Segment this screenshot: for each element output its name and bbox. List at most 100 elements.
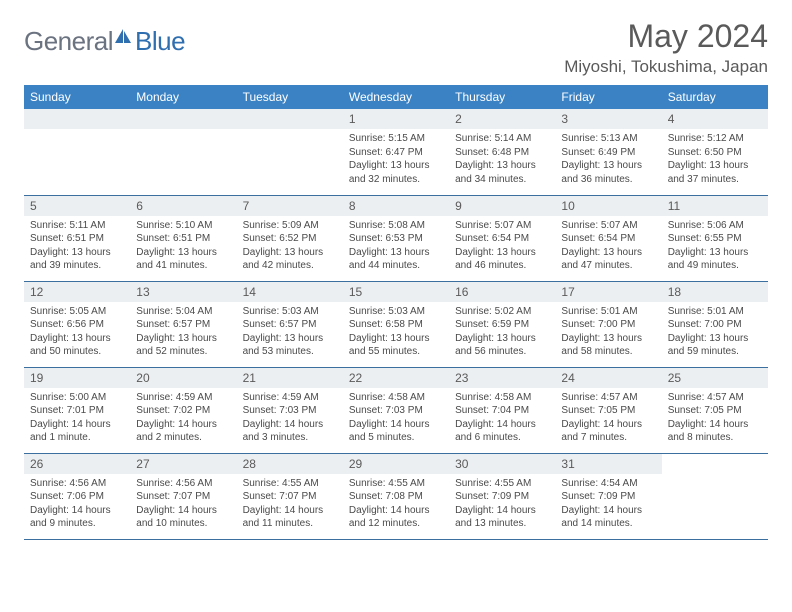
day-details: Sunrise: 5:10 AMSunset: 6:51 PMDaylight:… <box>130 216 236 276</box>
day-cell: 11Sunrise: 5:06 AMSunset: 6:55 PMDayligh… <box>662 195 768 281</box>
day-details: Sunrise: 4:58 AMSunset: 7:03 PMDaylight:… <box>343 388 449 448</box>
week-row: 26Sunrise: 4:56 AMSunset: 7:06 PMDayligh… <box>24 453 768 539</box>
day-number: 26 <box>24 454 130 474</box>
day-cell: 8Sunrise: 5:08 AMSunset: 6:53 PMDaylight… <box>343 195 449 281</box>
week-row: 1Sunrise: 5:15 AMSunset: 6:47 PMDaylight… <box>24 109 768 195</box>
day-header: Wednesday <box>343 85 449 109</box>
day-details: Sunrise: 5:11 AMSunset: 6:51 PMDaylight:… <box>24 216 130 276</box>
logo: General Blue <box>24 18 185 57</box>
day-cell: 12Sunrise: 5:05 AMSunset: 6:56 PMDayligh… <box>24 281 130 367</box>
day-cell: 25Sunrise: 4:57 AMSunset: 7:05 PMDayligh… <box>662 367 768 453</box>
day-details: Sunrise: 5:15 AMSunset: 6:47 PMDaylight:… <box>343 129 449 189</box>
day-details: Sunrise: 5:02 AMSunset: 6:59 PMDaylight:… <box>449 302 555 362</box>
day-cell: 14Sunrise: 5:03 AMSunset: 6:57 PMDayligh… <box>237 281 343 367</box>
title-block: May 2024 Miyoshi, Tokushima, Japan <box>564 18 768 77</box>
day-cell: 20Sunrise: 4:59 AMSunset: 7:02 PMDayligh… <box>130 367 236 453</box>
day-number: 2 <box>449 109 555 129</box>
day-cell: 31Sunrise: 4:54 AMSunset: 7:09 PMDayligh… <box>555 453 661 539</box>
day-cell: 9Sunrise: 5:07 AMSunset: 6:54 PMDaylight… <box>449 195 555 281</box>
day-cell: 5Sunrise: 5:11 AMSunset: 6:51 PMDaylight… <box>24 195 130 281</box>
calendar-page: General Blue May 2024 Miyoshi, Tokushima… <box>0 0 792 558</box>
day-cell: 19Sunrise: 5:00 AMSunset: 7:01 PMDayligh… <box>24 367 130 453</box>
day-number: 12 <box>24 282 130 302</box>
day-number: 20 <box>130 368 236 388</box>
day-details: Sunrise: 5:01 AMSunset: 7:00 PMDaylight:… <box>555 302 661 362</box>
day-details: Sunrise: 5:09 AMSunset: 6:52 PMDaylight:… <box>237 216 343 276</box>
day-number: 31 <box>555 454 661 474</box>
day-details: Sunrise: 4:56 AMSunset: 7:07 PMDaylight:… <box>130 474 236 534</box>
week-row: 5Sunrise: 5:11 AMSunset: 6:51 PMDaylight… <box>24 195 768 281</box>
day-cell: 4Sunrise: 5:12 AMSunset: 6:50 PMDaylight… <box>662 109 768 195</box>
day-cell: 7Sunrise: 5:09 AMSunset: 6:52 PMDaylight… <box>237 195 343 281</box>
day-cell: 22Sunrise: 4:58 AMSunset: 7:03 PMDayligh… <box>343 367 449 453</box>
header: General Blue May 2024 Miyoshi, Tokushima… <box>24 18 768 77</box>
day-details: Sunrise: 5:06 AMSunset: 6:55 PMDaylight:… <box>662 216 768 276</box>
day-header: Monday <box>130 85 236 109</box>
day-details: Sunrise: 5:03 AMSunset: 6:57 PMDaylight:… <box>237 302 343 362</box>
day-number: 9 <box>449 196 555 216</box>
day-details: Sunrise: 4:56 AMSunset: 7:06 PMDaylight:… <box>24 474 130 534</box>
day-details: Sunrise: 4:57 AMSunset: 7:05 PMDaylight:… <box>662 388 768 448</box>
day-cell: 23Sunrise: 4:58 AMSunset: 7:04 PMDayligh… <box>449 367 555 453</box>
day-cell: 24Sunrise: 4:57 AMSunset: 7:05 PMDayligh… <box>555 367 661 453</box>
day-number: 16 <box>449 282 555 302</box>
day-cell: 16Sunrise: 5:02 AMSunset: 6:59 PMDayligh… <box>449 281 555 367</box>
week-row: 19Sunrise: 5:00 AMSunset: 7:01 PMDayligh… <box>24 367 768 453</box>
day-details: Sunrise: 5:03 AMSunset: 6:58 PMDaylight:… <box>343 302 449 362</box>
day-number: 19 <box>24 368 130 388</box>
day-details: Sunrise: 5:07 AMSunset: 6:54 PMDaylight:… <box>555 216 661 276</box>
day-number: 27 <box>130 454 236 474</box>
day-cell: 26Sunrise: 4:56 AMSunset: 7:06 PMDayligh… <box>24 453 130 539</box>
day-number: 30 <box>449 454 555 474</box>
logo-text-blue: Blue <box>135 26 185 57</box>
day-cell <box>130 109 236 195</box>
day-number: 21 <box>237 368 343 388</box>
day-details: Sunrise: 4:57 AMSunset: 7:05 PMDaylight:… <box>555 388 661 448</box>
day-header: Tuesday <box>237 85 343 109</box>
day-number: 22 <box>343 368 449 388</box>
month-title: May 2024 <box>564 18 768 55</box>
day-cell: 10Sunrise: 5:07 AMSunset: 6:54 PMDayligh… <box>555 195 661 281</box>
week-row: 12Sunrise: 5:05 AMSunset: 6:56 PMDayligh… <box>24 281 768 367</box>
day-number: 10 <box>555 196 661 216</box>
day-number: 18 <box>662 282 768 302</box>
day-details: Sunrise: 5:14 AMSunset: 6:48 PMDaylight:… <box>449 129 555 189</box>
day-details: Sunrise: 4:58 AMSunset: 7:04 PMDaylight:… <box>449 388 555 448</box>
day-cell: 21Sunrise: 4:59 AMSunset: 7:03 PMDayligh… <box>237 367 343 453</box>
day-cell: 6Sunrise: 5:10 AMSunset: 6:51 PMDaylight… <box>130 195 236 281</box>
day-number: 1 <box>343 109 449 129</box>
day-number: 29 <box>343 454 449 474</box>
day-details: Sunrise: 4:55 AMSunset: 7:07 PMDaylight:… <box>237 474 343 534</box>
day-number: 25 <box>662 368 768 388</box>
day-number: 17 <box>555 282 661 302</box>
day-cell: 30Sunrise: 4:55 AMSunset: 7:09 PMDayligh… <box>449 453 555 539</box>
day-number: 28 <box>237 454 343 474</box>
empty-day <box>237 109 343 129</box>
day-details: Sunrise: 4:59 AMSunset: 7:03 PMDaylight:… <box>237 388 343 448</box>
day-details: Sunrise: 5:08 AMSunset: 6:53 PMDaylight:… <box>343 216 449 276</box>
day-number: 6 <box>130 196 236 216</box>
day-cell: 1Sunrise: 5:15 AMSunset: 6:47 PMDaylight… <box>343 109 449 195</box>
day-number: 5 <box>24 196 130 216</box>
day-details: Sunrise: 5:07 AMSunset: 6:54 PMDaylight:… <box>449 216 555 276</box>
day-cell: 2Sunrise: 5:14 AMSunset: 6:48 PMDaylight… <box>449 109 555 195</box>
day-header-row: SundayMondayTuesdayWednesdayThursdayFrid… <box>24 85 768 109</box>
day-cell: 13Sunrise: 5:04 AMSunset: 6:57 PMDayligh… <box>130 281 236 367</box>
day-details: Sunrise: 5:04 AMSunset: 6:57 PMDaylight:… <box>130 302 236 362</box>
calendar-table: SundayMondayTuesdayWednesdayThursdayFrid… <box>24 85 768 540</box>
day-header: Sunday <box>24 85 130 109</box>
day-cell: 15Sunrise: 5:03 AMSunset: 6:58 PMDayligh… <box>343 281 449 367</box>
day-details: Sunrise: 4:54 AMSunset: 7:09 PMDaylight:… <box>555 474 661 534</box>
day-details: Sunrise: 5:12 AMSunset: 6:50 PMDaylight:… <box>662 129 768 189</box>
day-number: 7 <box>237 196 343 216</box>
day-number: 3 <box>555 109 661 129</box>
day-details: Sunrise: 4:55 AMSunset: 7:09 PMDaylight:… <box>449 474 555 534</box>
day-cell <box>24 109 130 195</box>
day-details: Sunrise: 5:05 AMSunset: 6:56 PMDaylight:… <box>24 302 130 362</box>
day-cell: 27Sunrise: 4:56 AMSunset: 7:07 PMDayligh… <box>130 453 236 539</box>
day-header: Thursday <box>449 85 555 109</box>
day-number: 8 <box>343 196 449 216</box>
day-header: Friday <box>555 85 661 109</box>
day-details: Sunrise: 5:01 AMSunset: 7:00 PMDaylight:… <box>662 302 768 362</box>
day-details: Sunrise: 4:55 AMSunset: 7:08 PMDaylight:… <box>343 474 449 534</box>
